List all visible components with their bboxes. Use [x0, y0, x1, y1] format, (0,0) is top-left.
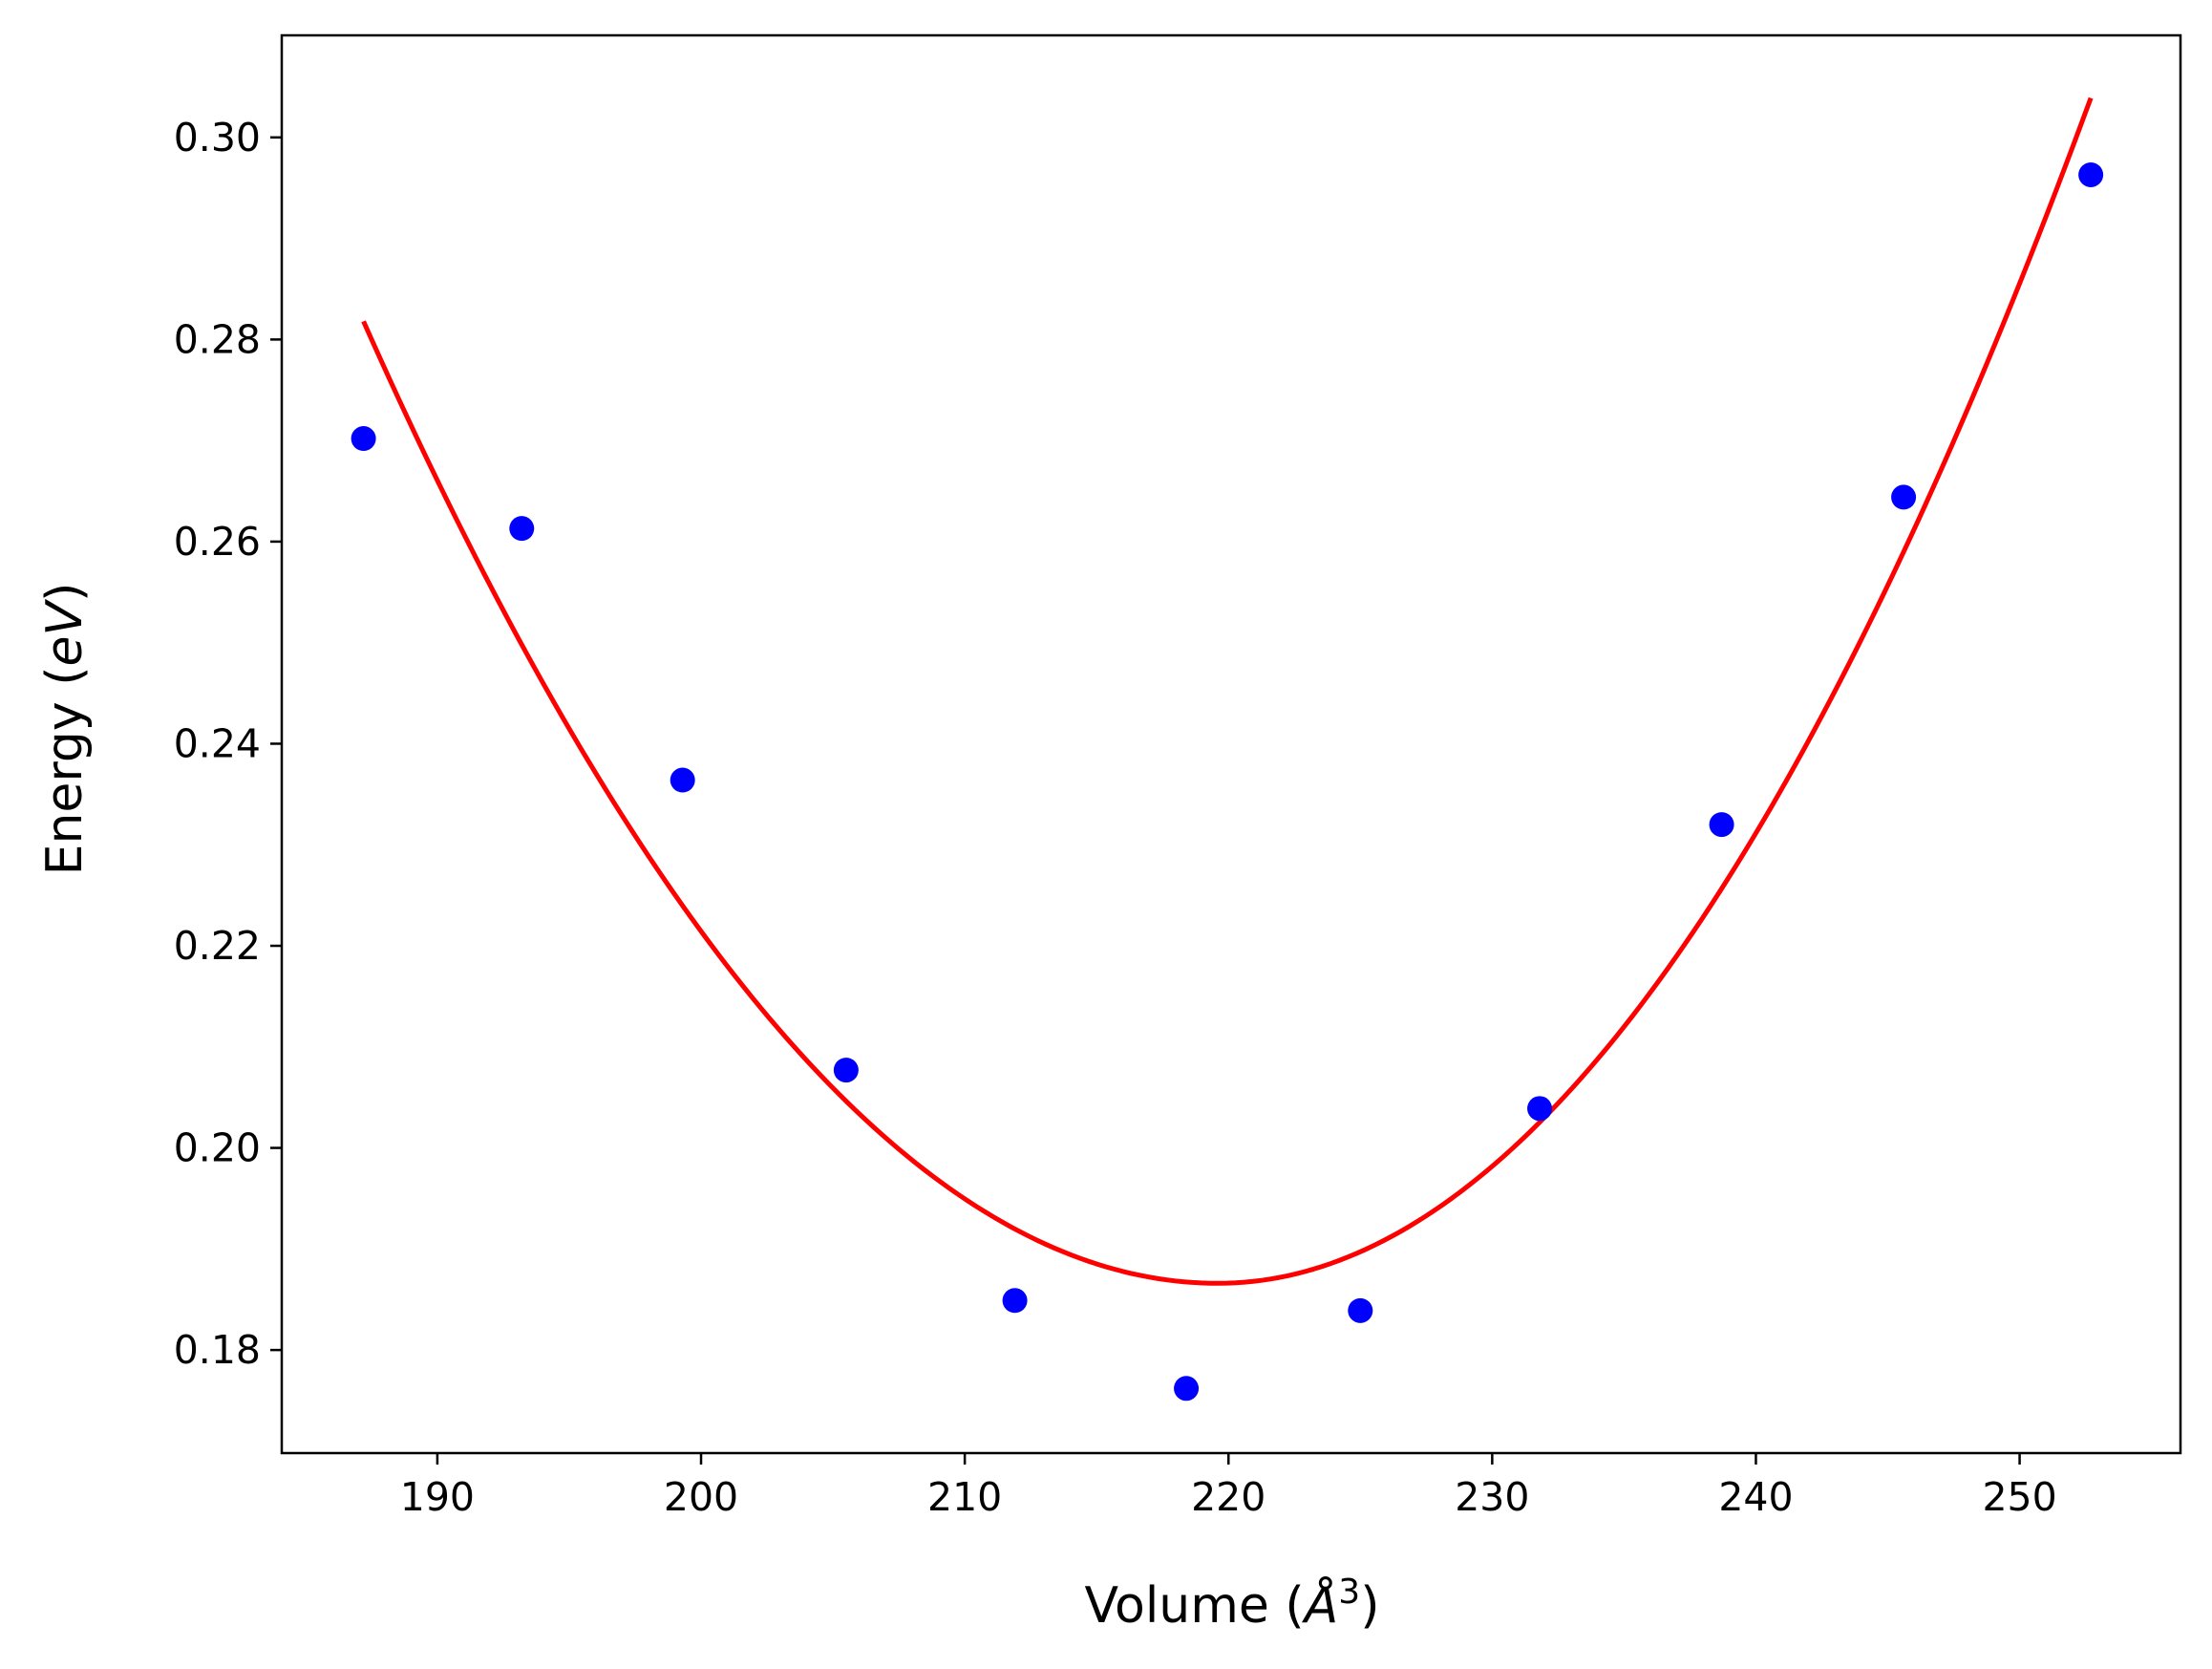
x-tick-label: 230	[1455, 1474, 1529, 1520]
data-point	[1002, 1288, 1028, 1314]
y-tick-label: 0.30	[174, 115, 261, 160]
x-tick-label: 220	[1191, 1474, 1266, 1520]
x-tick-label: 250	[1982, 1474, 2056, 1520]
data-points	[351, 161, 2104, 1402]
data-point	[1174, 1376, 1200, 1402]
x-tick-label: 200	[664, 1474, 738, 1520]
data-point	[1891, 484, 1917, 510]
x-tick-label: 210	[927, 1474, 1002, 1520]
x-axis-ticks: 190 200 210 220 230 240 250	[400, 1453, 2057, 1520]
y-tick-label: 0.22	[174, 923, 261, 969]
y-tick-label: 0.18	[174, 1327, 261, 1373]
x-axis-label: Volume (Å3)	[1085, 1573, 1380, 1635]
data-point	[1348, 1297, 1373, 1323]
y-tick-label: 0.26	[174, 519, 261, 565]
data-point	[1709, 812, 1734, 838]
fit-curve	[361, 96, 2094, 1286]
x-tick-label: 190	[400, 1474, 475, 1520]
data-point	[351, 426, 376, 452]
data-point	[509, 516, 535, 542]
y-tick-label: 0.20	[174, 1125, 261, 1171]
plot-area	[351, 96, 2104, 1402]
y-tick-label: 0.24	[174, 720, 261, 766]
x-tick-label: 240	[1718, 1474, 1793, 1520]
data-point	[833, 1058, 859, 1083]
data-point	[1527, 1096, 1553, 1122]
y-axis-ticks: 0.18 0.20 0.22 0.24 0.26 0.28 0.30	[174, 115, 282, 1373]
y-tick-label: 0.28	[174, 316, 261, 362]
data-point	[2078, 161, 2104, 187]
data-point	[670, 767, 695, 793]
y-axis-label: Energy (eV)	[36, 583, 94, 876]
